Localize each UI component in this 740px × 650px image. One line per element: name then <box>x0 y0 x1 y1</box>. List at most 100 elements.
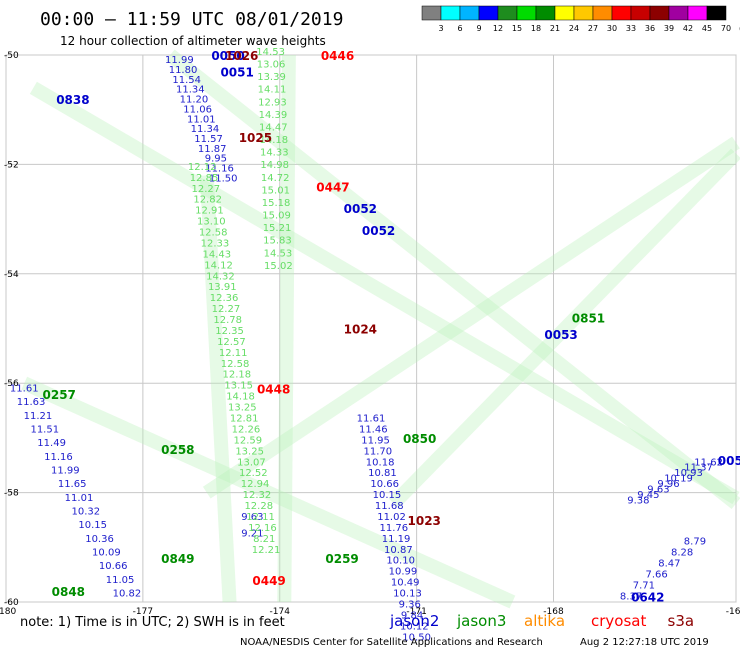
colorbar-label: 15 <box>512 24 522 33</box>
wave-height-value: 10.36 <box>85 534 114 545</box>
wave-height-value: 11.01 <box>65 493 94 504</box>
wave-height-value: 13.15 <box>224 381 253 392</box>
wave-height-value: 11.37 <box>684 463 713 474</box>
wave-height-value: 12.26 <box>232 424 261 435</box>
wave-height-value: 10.87 <box>384 545 413 556</box>
wave-height-value: 12.12 <box>188 162 217 173</box>
colorbar-swatch <box>706 5 727 21</box>
wave-height-value: 15.83 <box>263 236 292 247</box>
colorbar-swatch <box>440 5 461 21</box>
wave-height-value: 10.18 <box>366 457 395 468</box>
wave-height-value: 11.20 <box>180 95 209 106</box>
chart-subtitle: 12 hour collection of altimeter wave hei… <box>60 34 326 48</box>
wave-height-value: 14.18 <box>226 392 255 403</box>
wave-height-value: 10.10 <box>386 556 415 567</box>
wave-height-value: 7.71 <box>633 580 655 591</box>
satellite-name: altika <box>524 612 565 630</box>
wave-height-value: 12.91 <box>195 206 224 217</box>
wave-height-value: 10.99 <box>389 567 418 578</box>
wave-height-value: 9.84 <box>401 610 423 621</box>
wave-height-value: 9.63 <box>241 512 263 523</box>
colorbar-label: 33 <box>626 24 636 33</box>
track-band <box>29 81 740 505</box>
x-tick-label: -180 <box>0 607 16 617</box>
pass-label: 0259 <box>325 552 358 566</box>
wave-height-value: 11.01 <box>187 114 216 125</box>
wave-height-value: 12.85 <box>190 173 219 184</box>
wave-height-value: 12.59 <box>233 435 262 446</box>
track-band <box>277 54 296 603</box>
wave-height-value: 11.34 <box>176 85 205 96</box>
colorbar-label: 39 <box>664 24 674 33</box>
wave-height-value: 14.11 <box>258 85 287 96</box>
x-tick-label: -164 <box>726 607 740 617</box>
plot-grid <box>5 54 737 603</box>
pass-label: 0838 <box>56 93 89 107</box>
pass-label: 0447 <box>316 180 349 194</box>
wave-height-value: 10.13 <box>393 589 422 600</box>
track-band <box>202 136 740 499</box>
wave-height-value: 11.49 <box>37 438 66 449</box>
x-tick-label: -177 <box>133 607 153 617</box>
wave-height-value: 12.27 <box>212 304 241 315</box>
colorbar-label: 18 <box>531 24 541 33</box>
pass-label: 0848 <box>52 585 85 599</box>
wave-height-value: 11.34 <box>191 124 220 135</box>
wave-height-value: 14.39 <box>259 110 288 121</box>
wave-height-points: 11.9911.8011.5411.3411.2011.0611.0111.34… <box>10 47 723 643</box>
colorbar-label: 24 <box>569 24 579 33</box>
wave-height-value: 12.81 <box>230 413 259 424</box>
wave-height-value: 8.37 <box>620 591 642 602</box>
wave-height-value: 14.18 <box>259 135 288 146</box>
wave-height-value: 11.68 <box>375 501 404 512</box>
colorbar-label: 45 <box>702 24 712 33</box>
y-tick-label: -50 <box>4 51 19 61</box>
colorbar-swatch <box>535 5 556 21</box>
wave-height-value: 11.87 <box>198 144 227 155</box>
wave-height-value: 12.58 <box>199 228 228 239</box>
wave-height-value: 11.62 <box>694 457 723 468</box>
x-tick-label: -171 <box>406 607 426 617</box>
wave-height-value: 15.21 <box>263 223 292 234</box>
wave-height-value: 12.35 <box>215 326 244 337</box>
colorbar-swatch <box>630 5 651 21</box>
pass-label: 1024 <box>344 323 377 337</box>
pass-label: 0052 <box>362 224 395 238</box>
wave-height-value: 10.66 <box>370 479 399 490</box>
wave-height-value: 13.25 <box>235 446 264 457</box>
wave-height-value: 14.53 <box>256 47 285 58</box>
wave-height-value: 12.32 <box>243 490 272 501</box>
track-band <box>165 49 740 510</box>
wave-height-value: 12.78 <box>213 315 242 326</box>
y-tick-label: -60 <box>4 598 19 608</box>
x-tick-label: -174 <box>270 607 291 617</box>
footer-credit: NOAA/NESDIS Center for Satellite Applica… <box>240 637 543 648</box>
wave-height-value: 11.76 <box>379 523 408 534</box>
wave-height-value: 13.25 <box>228 403 257 414</box>
wave-height-value: 12.94 <box>241 479 270 490</box>
wave-height-value: 10.82 <box>113 589 142 600</box>
colorbar-swatch <box>554 5 575 21</box>
pass-label: 0850 <box>403 432 436 446</box>
footer-note: note: 1) Time is in UTC; 2) SWH is in fe… <box>20 615 285 630</box>
wave-height-value: 13.39 <box>257 72 286 83</box>
colorbar-label: 30 <box>607 24 617 33</box>
wave-height-value: 11.19 <box>382 534 411 545</box>
wave-height-value: 12.93 <box>258 97 287 108</box>
colorbar-label: (ft) <box>739 24 740 33</box>
satellite-name: s3a <box>668 612 695 630</box>
colorbar-label: 36 <box>645 24 655 33</box>
wave-height-value: 12.52 <box>239 468 268 479</box>
colorbar-swatch <box>459 5 480 21</box>
wave-height-value: 11.46 <box>359 424 388 435</box>
wave-height-value: 15.18 <box>262 198 291 209</box>
pass-label: 0051 <box>220 65 253 79</box>
colorbar-swatch <box>611 5 632 21</box>
wave-height-value: 13.91 <box>208 282 237 293</box>
wave-height-value: 12.18 <box>223 370 252 381</box>
wave-height-value: 12.21 <box>252 545 281 556</box>
pass-label: 1025 <box>239 131 272 145</box>
y-tick-label: -58 <box>4 489 19 499</box>
pass-label: 0054 <box>718 454 740 468</box>
